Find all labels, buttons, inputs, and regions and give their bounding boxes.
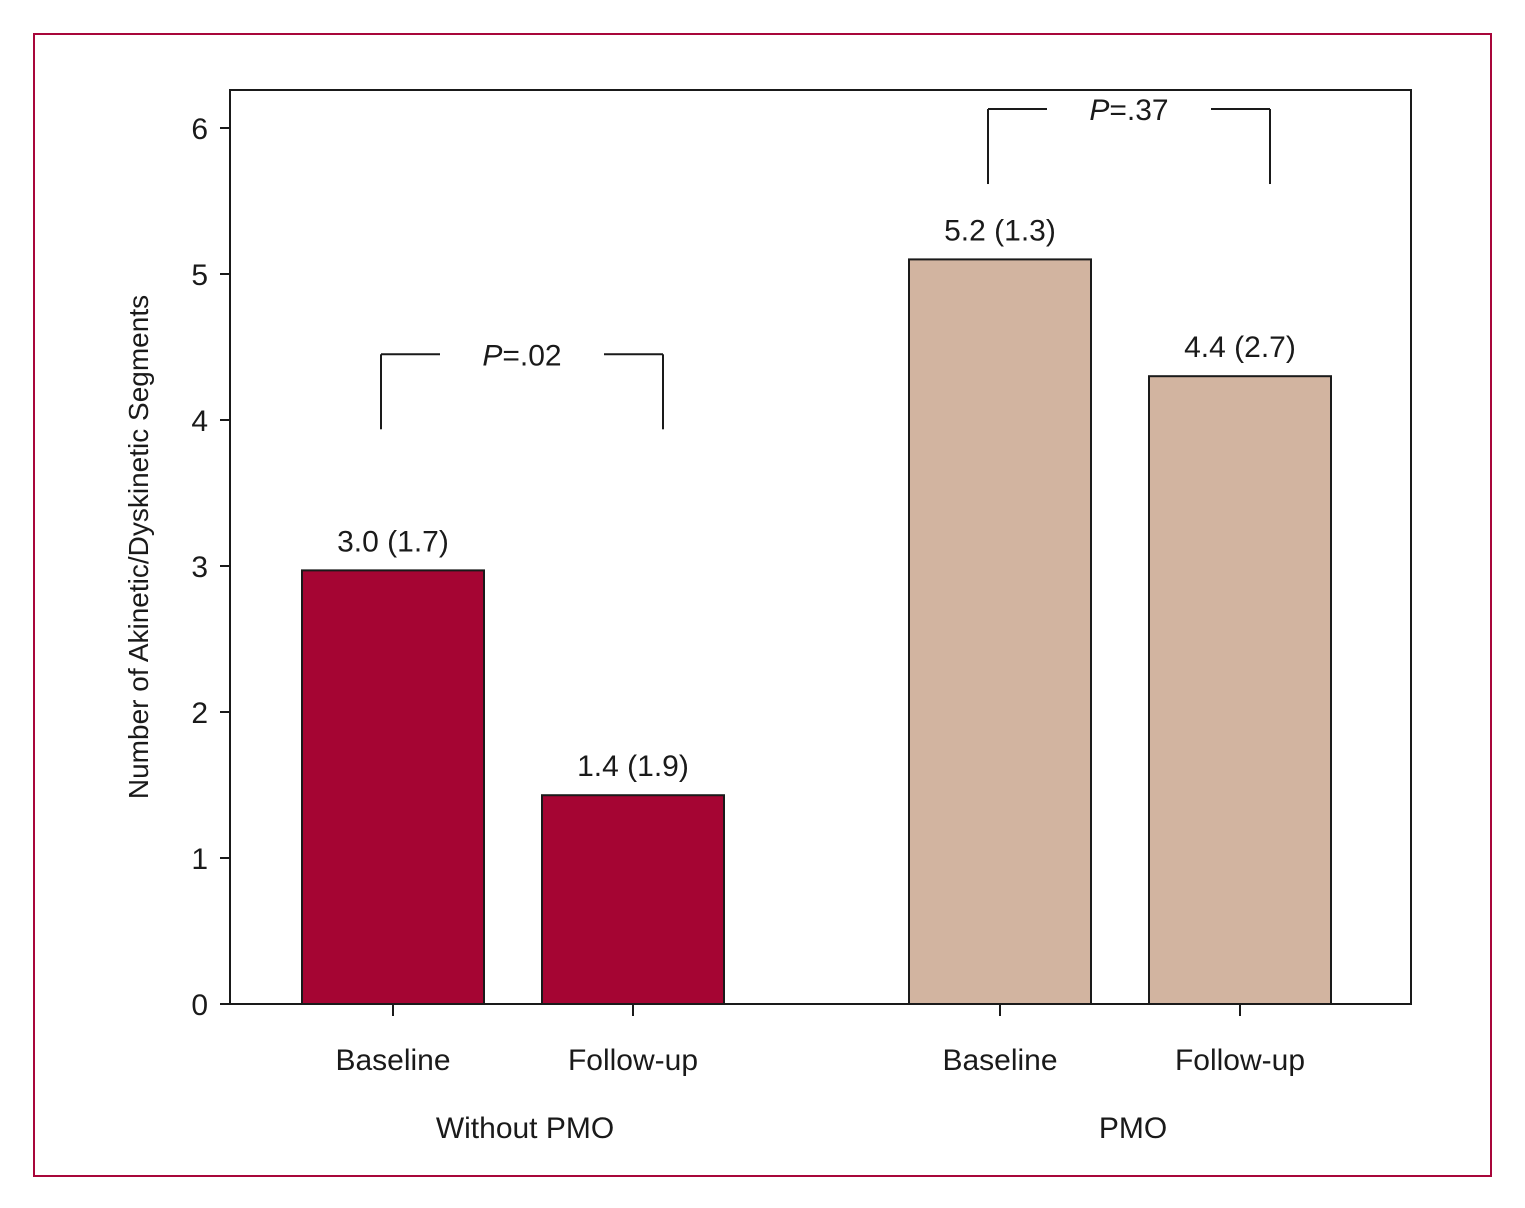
y-tick-label: 5 (191, 259, 208, 292)
p-value-symbol: P (482, 339, 502, 372)
x-category-label: Follow-up (568, 1044, 698, 1077)
bar-chart: 0 1 2 3 4 5 6 3.0 (1.7) Baseline 1.4 (1.9) Follow… (123, 89, 1412, 1145)
p-value-symbol: P (1089, 94, 1109, 127)
bar (301, 569, 485, 1005)
y-tick-label: 6 (191, 113, 208, 146)
y-tick-label: 4 (191, 405, 208, 438)
p-value-number: =.37 (1109, 94, 1168, 127)
data-label: 4.4 (2.7) (1184, 331, 1296, 364)
data-label: 5.2 (1.3) (944, 214, 1056, 247)
p-value-number: =.02 (502, 339, 561, 372)
y-tick-label: 3 (191, 551, 208, 584)
y-tick-label: 1 (191, 843, 208, 876)
figure-frame: 0 1 2 3 4 5 6 3.0 (1.7) Baseline 1.4 (1.9) Follow… (33, 33, 1492, 1177)
y-tick-label: 2 (191, 697, 208, 730)
y-axis: 0 1 2 3 4 5 6 (191, 113, 230, 1022)
data-label: 1.4 (1.9) (577, 750, 689, 783)
bar (1148, 375, 1332, 1005)
data-label: 3.0 (1.7) (337, 525, 449, 558)
y-tick-label: 0 (191, 989, 208, 1022)
x-category-label: Baseline (335, 1044, 450, 1077)
bars (301, 258, 1332, 1005)
group-label: PMO (1099, 1112, 1167, 1145)
y-axis-label: Number of Akinetic/Dyskinetic Segments (123, 295, 154, 799)
annotations: 3.0 (1.7) Baseline 1.4 (1.9) Follow-up Witho… (335, 94, 1305, 1145)
bar (541, 794, 725, 1005)
p-value-label: P=.02 (482, 339, 561, 372)
group-label: Without PMO (436, 1112, 614, 1145)
p-value-label: P=.37 (1089, 94, 1168, 127)
plot-area (229, 89, 1412, 1005)
x-category-label: Baseline (942, 1044, 1057, 1077)
x-category-label: Follow-up (1175, 1044, 1305, 1077)
bar (908, 258, 1092, 1005)
